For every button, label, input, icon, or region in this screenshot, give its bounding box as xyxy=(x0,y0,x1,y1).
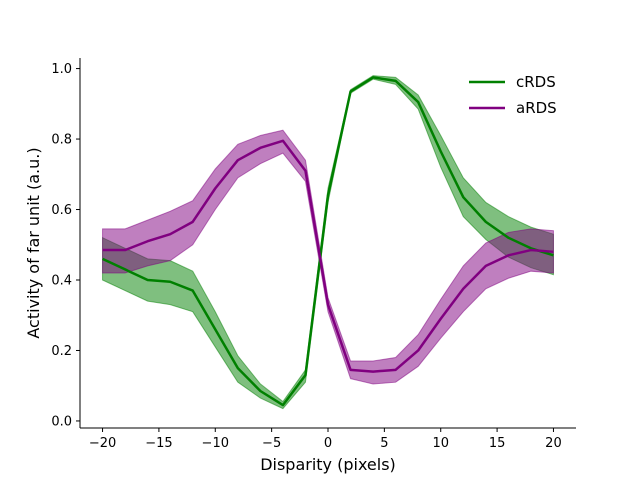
y-tick-label: 0.4 xyxy=(51,274,72,289)
legend-label-ards: aRDS xyxy=(516,99,557,117)
y-tick-label: 0.0 xyxy=(51,414,72,429)
x-axis-title: Disparity (pixels) xyxy=(260,455,396,474)
x-tick-label: −5 xyxy=(262,436,281,451)
y-tick-label: 1.0 xyxy=(51,62,72,77)
x-tick-label: 0 xyxy=(324,436,332,451)
ards-line xyxy=(102,139,554,373)
y-ticks: 0.0 0.2 0.4 0.6 0.8 1.0 xyxy=(51,62,80,429)
legend: cRDS aRDS xyxy=(469,73,557,117)
ards-band xyxy=(102,129,554,385)
series-lines xyxy=(102,76,554,407)
x-ticks: −20 −15 −10 −5 0 5 10 15 20 xyxy=(89,428,562,451)
crds-line xyxy=(102,76,554,407)
x-tick-label: 15 xyxy=(489,436,506,451)
legend-label-crds: cRDS xyxy=(516,73,556,91)
y-tick-label: 0.2 xyxy=(51,344,72,359)
y-axis-title: Activity of far unit (a.u.) xyxy=(24,147,43,338)
x-tick-label: −10 xyxy=(202,436,229,451)
x-tick-label: −15 xyxy=(145,436,172,451)
confidence-bands xyxy=(102,75,554,410)
x-tick-label: −20 xyxy=(89,436,116,451)
x-tick-label: 10 xyxy=(432,436,449,451)
y-tick-label: 0.6 xyxy=(51,203,72,218)
crds-band xyxy=(102,75,554,410)
x-tick-label: 20 xyxy=(545,436,562,451)
x-tick-label: 5 xyxy=(380,436,388,451)
y-tick-label: 0.8 xyxy=(51,133,72,148)
